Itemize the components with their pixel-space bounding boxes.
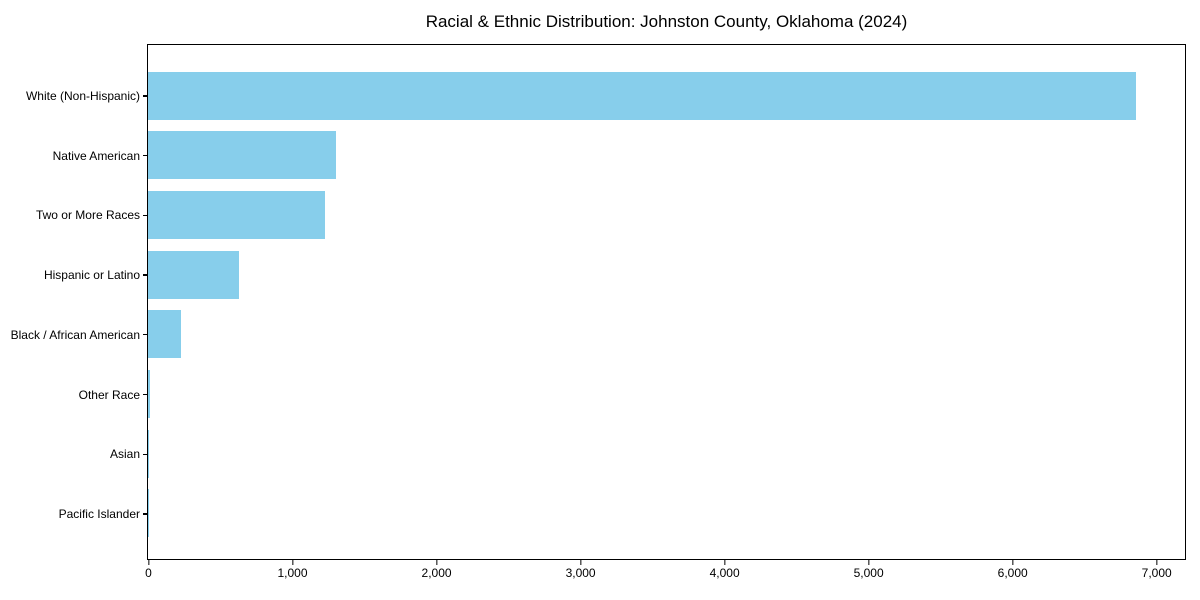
x-tick-mark: [579, 560, 582, 565]
bar-white-non-hispanic: [148, 71, 1137, 120]
bar-hispanic-or-latino: [148, 250, 239, 299]
y-tick-label-asian: Asian: [109, 447, 140, 462]
chart-title: Racial & Ethnic Distribution: Johnston C…: [425, 12, 908, 31]
y-tick-mark: [142, 95, 148, 97]
y-tick-label-black-african-american: Black / African American: [10, 327, 140, 342]
y-tick-label-native-american: Native American: [52, 148, 140, 163]
y-tick-label-pacific-islander: Pacific Islander: [58, 506, 140, 521]
bar-asian: [148, 429, 149, 478]
y-tick-mark: [142, 393, 148, 396]
y-tick-label-white-non-hispanic: White (Non-Hispanic): [25, 89, 140, 103]
y-tick-mark: [142, 274, 148, 276]
y-tick-mark: [142, 453, 148, 455]
x-tick-label-2-000: 2,000: [421, 566, 452, 580]
y-tick-label-hispanic-or-latino: Hispanic or Latino: [43, 268, 140, 283]
y-tick-mark: [142, 214, 148, 217]
x-tick-label-5-000: 5,000: [853, 566, 884, 580]
x-tick-label-1-000: 1,000: [277, 566, 308, 580]
x-tick-mark: [291, 560, 294, 565]
x-tick-label-0: 0: [145, 566, 152, 580]
x-tick-label-4-000: 4,000: [709, 566, 740, 580]
x-tick-mark: [867, 560, 870, 565]
x-tick-mark: [1156, 560, 1158, 565]
y-tick-mark: [142, 513, 148, 515]
x-tick-label-3-000: 3,000: [565, 566, 596, 580]
y-tick-mark: [142, 155, 148, 157]
bar-native-american: [148, 131, 336, 180]
x-tick-mark: [723, 560, 726, 565]
x-tick-mark: [435, 560, 438, 565]
plot-area: [147, 43, 1186, 560]
x-tick-mark: [1012, 560, 1014, 565]
y-tick-label-other-race: Other Race: [78, 387, 140, 402]
x-tick-label-6-000: 6,000: [997, 566, 1028, 580]
x-tick-mark: [147, 560, 150, 565]
bar-black-african-american: [148, 310, 182, 359]
y-tick-mark: [142, 334, 148, 336]
y-tick-label-two-or-more-races: Two or More Races: [35, 208, 140, 223]
bar-other-race: [148, 370, 150, 418]
x-tick-label-7-000: 7,000: [1141, 566, 1172, 580]
bar-two-or-more-races: [148, 190, 326, 239]
